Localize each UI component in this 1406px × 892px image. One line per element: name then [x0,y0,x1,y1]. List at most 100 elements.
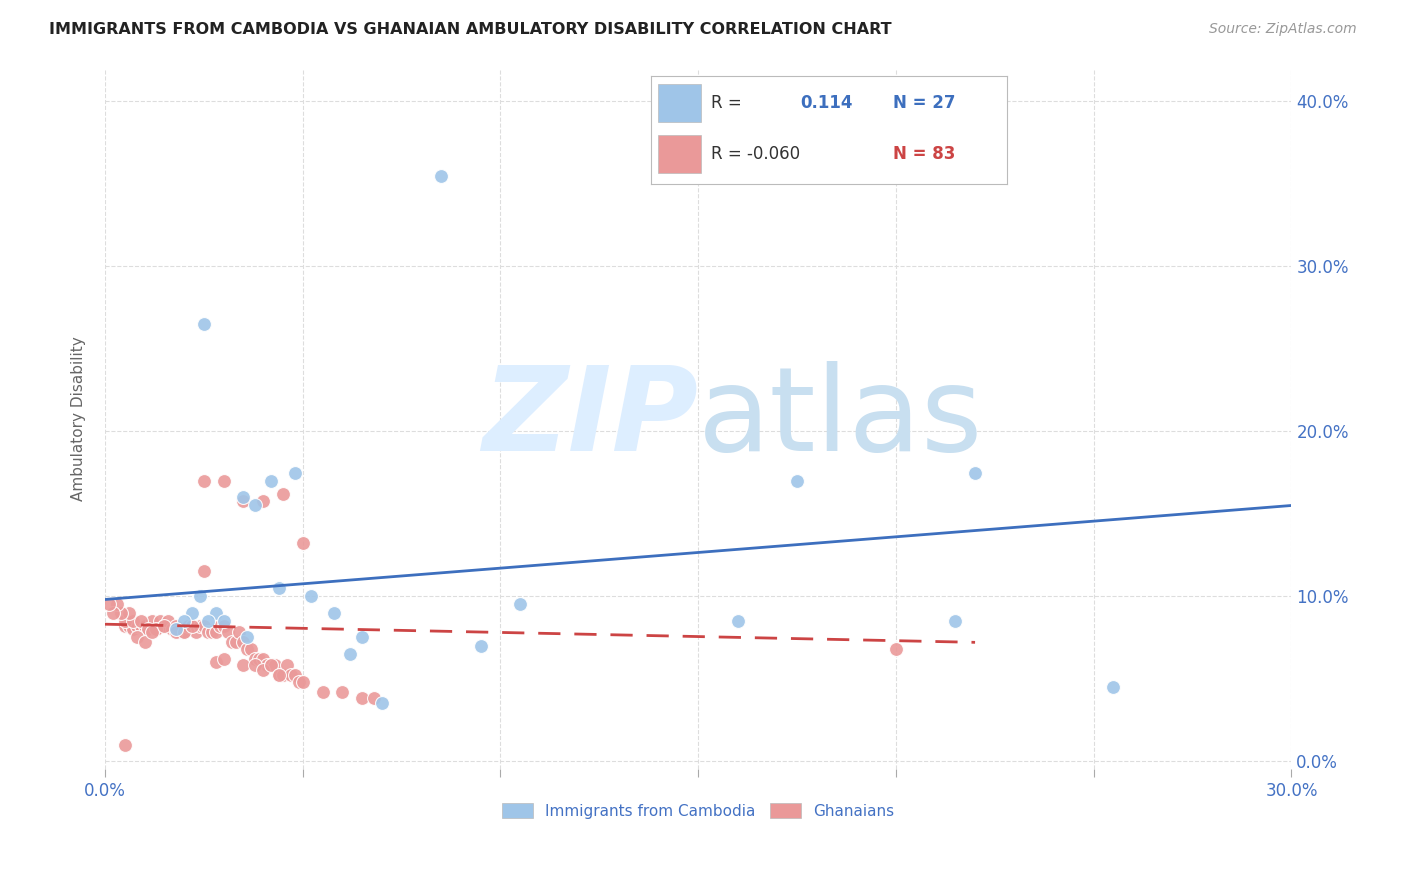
Point [204,625,226,640]
Point [232,658,254,673]
Point [299,589,322,603]
Point [352,631,374,645]
Point [247,652,270,666]
Legend: Immigrants from Cambodia, Ghanaians: Immigrants from Cambodia, Ghanaians [496,797,900,825]
Point [125,619,148,633]
Point [97,598,120,612]
Point [1102,680,1125,694]
Point [212,652,235,666]
Point [323,606,346,620]
Point [236,631,259,645]
Point [252,493,274,508]
Point [138,622,160,636]
Point [197,625,219,640]
Point [177,619,200,633]
Point [101,606,124,620]
Point [184,625,207,640]
Point [134,619,156,633]
Point [173,625,195,640]
Point [212,614,235,628]
Point [110,606,132,620]
Point [114,738,136,752]
Point [264,658,287,673]
Point [193,565,215,579]
Point [165,619,187,633]
Point [965,466,987,480]
Point [363,691,385,706]
Point [260,658,283,673]
Point [260,474,283,488]
Point [173,625,195,640]
Point [291,674,314,689]
Point [267,668,290,682]
Point [280,668,302,682]
Point [169,625,191,640]
Point [173,614,195,628]
Point [193,474,215,488]
Point [232,493,254,508]
Point [943,614,966,628]
Point [114,619,136,633]
Point [121,622,143,636]
Point [129,619,152,633]
Point [193,317,215,331]
Text: ZIP: ZIP [482,361,699,476]
Point [201,625,224,640]
Point [193,619,215,633]
Point [181,619,204,633]
Point [240,642,263,657]
Y-axis label: Ambulatory Disability: Ambulatory Disability [72,336,86,501]
Point [727,614,749,628]
Point [188,589,211,603]
Point [352,691,374,706]
Point [252,652,274,666]
Point [267,668,290,682]
Point [188,619,211,633]
Point [153,619,176,633]
Point [149,614,172,628]
Point [221,635,243,649]
Point [165,622,187,636]
Point [224,635,246,649]
Point [105,598,128,612]
Point [212,619,235,633]
Point [232,490,254,504]
Point [129,614,152,628]
Point [260,658,283,673]
Point [470,639,492,653]
Point [181,619,204,633]
Point [157,614,180,628]
Point [217,625,239,640]
Text: atlas: atlas [699,361,984,476]
Text: IMMIGRANTS FROM CAMBODIA VS GHANAIAN AMBULATORY DISABILITY CORRELATION CHART: IMMIGRANTS FROM CAMBODIA VS GHANAIAN AMB… [49,22,891,37]
Point [114,614,136,628]
Point [284,668,307,682]
Point [125,631,148,645]
Point [160,622,183,636]
Point [212,474,235,488]
Point [271,487,294,501]
Point [284,466,307,480]
Point [208,619,231,633]
Point [118,606,141,620]
Point [165,625,187,640]
Point [141,625,163,640]
Point [786,474,808,488]
Point [371,697,394,711]
Point [256,658,278,673]
Point [267,581,290,595]
Point [134,635,156,649]
Point [232,635,254,649]
Point [204,606,226,620]
Point [311,685,333,699]
Point [138,622,160,636]
Point [145,622,167,636]
Point [181,606,204,620]
Point [197,614,219,628]
Point [245,499,267,513]
Point [288,674,311,689]
Point [245,652,267,666]
Point [884,642,907,657]
Point [330,685,353,699]
Point [118,619,141,633]
